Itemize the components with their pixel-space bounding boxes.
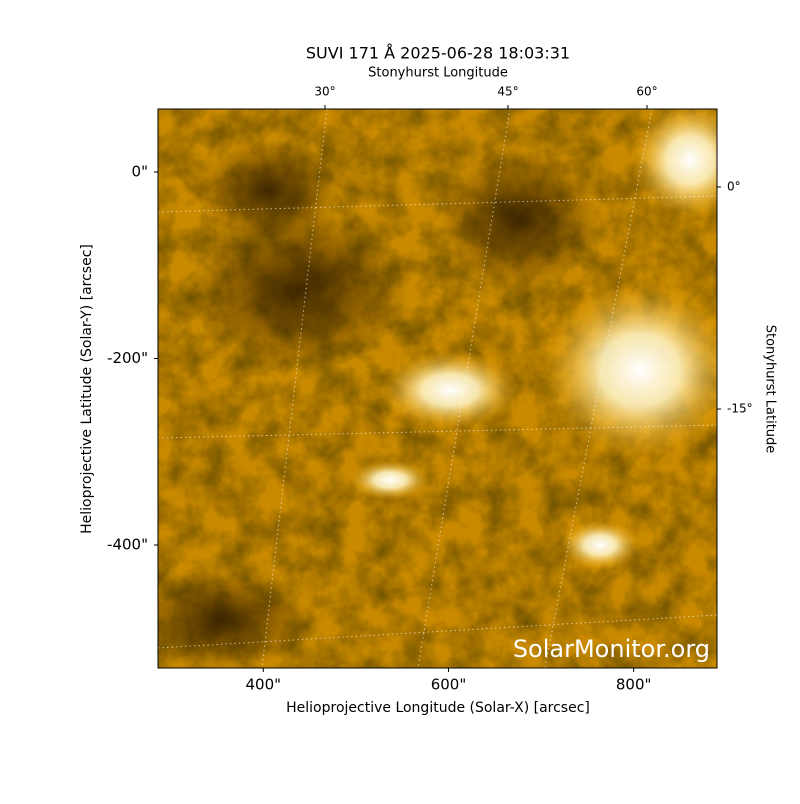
plot-frame	[157, 108, 718, 669]
x2-label: Stonyhurst Longitude	[368, 66, 508, 81]
y2-tick-label: 0°	[727, 180, 741, 194]
x-tick-label: 400"	[246, 676, 282, 694]
x2-tick-label: 30°	[314, 85, 335, 99]
solar-image	[158, 109, 717, 668]
y-label: Helioprojective Latitude (Solar-Y) [arcs…	[79, 244, 95, 534]
x-tick-label: 800"	[616, 676, 652, 694]
x2-tick-label: 45°	[497, 85, 518, 99]
y2-label: Stonyhurst Latitude	[763, 325, 778, 454]
watermark: SolarMonitor.org	[513, 635, 710, 663]
y-tick-label: -400"	[107, 536, 148, 554]
x-tick-label: 600"	[431, 676, 467, 694]
y-tick-label: -200"	[107, 349, 148, 367]
y2-tick-label: -15°	[727, 402, 753, 416]
x-label: Helioprojective Longitude (Solar-X) [arc…	[286, 700, 590, 716]
x2-tick-label: 60°	[636, 85, 657, 99]
y-tick-label: 0"	[132, 163, 148, 181]
chart-title: SUVI 171 Å 2025-06-28 18:03:31	[306, 44, 570, 63]
